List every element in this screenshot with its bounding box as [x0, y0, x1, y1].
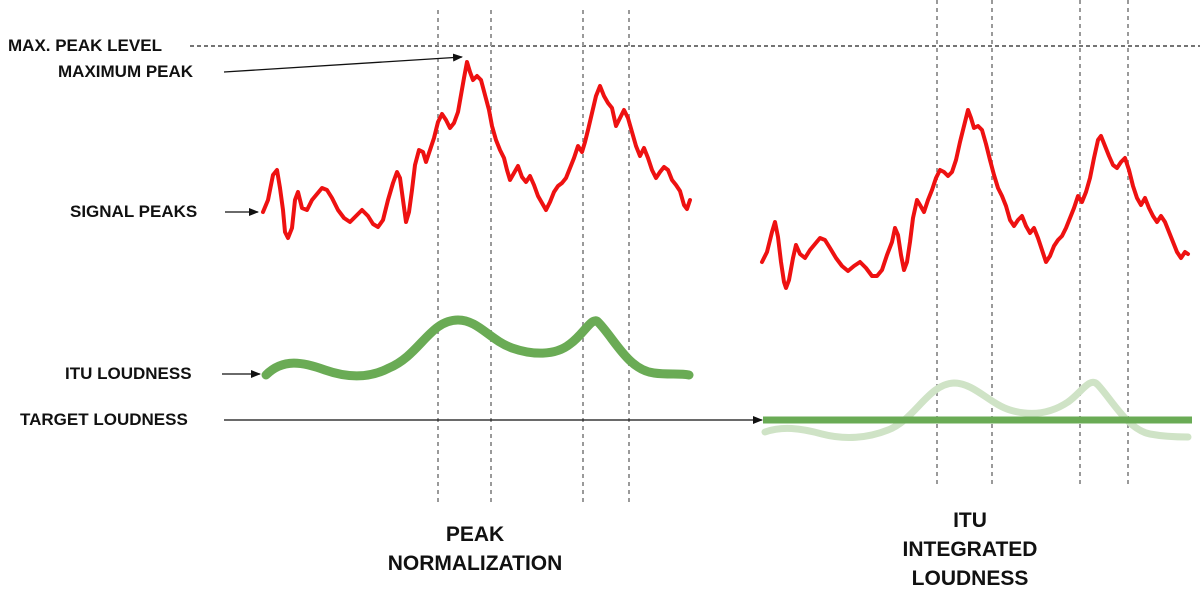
peak-normalization-caption: PEAK NORMALIZATION — [355, 520, 595, 578]
caption-line: ITU — [953, 509, 987, 532]
left-guide-lines — [437, 10, 630, 502]
caption-line: PEAK — [445, 523, 505, 546]
itu-loudness-label: ITU LOUDNESS — [65, 364, 192, 383]
maximum-peak-label: MAXIMUM PEAK — [58, 62, 194, 81]
target-loudness-label: TARGET LOUDNESS — [20, 410, 188, 429]
signal-peaks-left — [261, 60, 692, 240]
itu-loudness-left — [261, 315, 694, 381]
signal-peaks-label: SIGNAL PEAKS — [70, 202, 198, 221]
maximum-peak-arrow — [223, 53, 463, 73]
max-peak-level-label: MAX. PEAK LEVEL — [8, 36, 162, 55]
itu-loudness-right-faded — [761, 378, 1192, 441]
signal-peaks-right — [760, 108, 1190, 290]
caption-line: LOUDNESS — [911, 567, 1029, 590]
right-guide-lines — [936, 0, 1129, 488]
caption-line: NORMALIZATION — [387, 552, 563, 575]
itu-integrated-loudness-caption: ITU INTEGRATED LOUDNESS — [855, 506, 1085, 593]
caption-line: INTEGRATED — [902, 538, 1038, 561]
